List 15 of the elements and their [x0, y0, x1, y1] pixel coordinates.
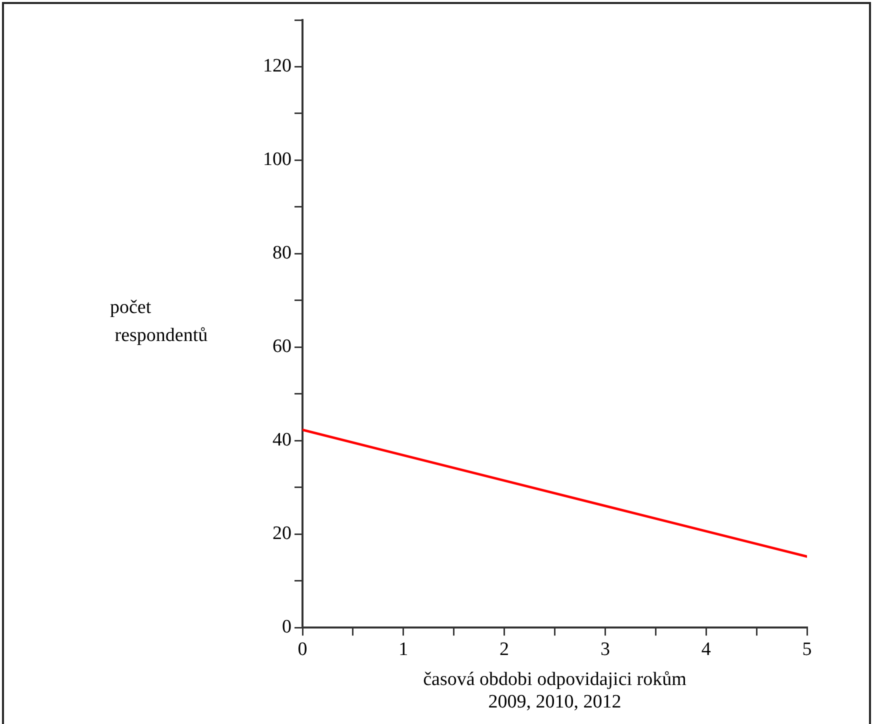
y-tick-label: 40: [272, 430, 292, 451]
y-tick-label: 80: [272, 242, 292, 264]
x-tick-label: 3: [600, 638, 610, 660]
y-tick-label: 100: [263, 149, 292, 170]
x-tick-label: 5: [802, 638, 812, 660]
x-tick-label: 2: [500, 638, 510, 660]
x-tick-label: 0: [298, 638, 308, 660]
y-tick-label: 20: [272, 523, 292, 544]
x-tick-label: 4: [701, 638, 712, 660]
y-tick-label: 120: [263, 56, 292, 77]
y-axis-title: počet respondentů: [110, 296, 208, 348]
y-tick-label: 0: [282, 616, 292, 638]
x-tick-label: 1: [398, 638, 408, 660]
y-tick-label: 60: [272, 336, 292, 358]
x-axis-title: časová obdobi odpovidajici rokům 2009, 2010, 2012: [423, 668, 687, 713]
